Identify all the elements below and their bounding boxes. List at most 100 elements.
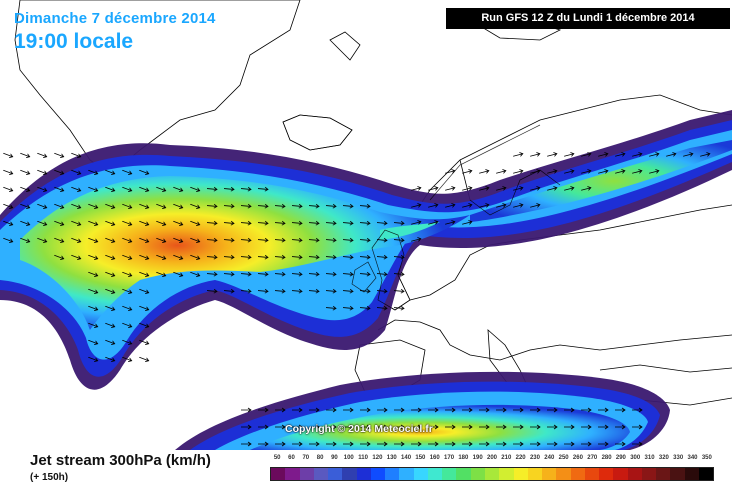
legend-tick-label: 70 xyxy=(302,455,310,461)
wind-arrow xyxy=(54,203,65,209)
legend-swatch xyxy=(342,468,357,480)
wind-arrow xyxy=(496,441,507,447)
legend-tick-label: 120 xyxy=(372,455,383,461)
wind-arrow xyxy=(274,254,286,260)
wind-arrow xyxy=(564,169,575,174)
legend-tick-label: 100 xyxy=(343,455,354,461)
wind-arrow xyxy=(445,424,456,430)
wind-arrow xyxy=(105,186,116,192)
wind-arrow xyxy=(241,424,252,430)
wind-arrow xyxy=(377,424,388,430)
legend-tick-label: 240 xyxy=(544,455,555,461)
wind-arrow xyxy=(37,203,48,209)
wind-arrow xyxy=(88,305,99,311)
wind-arrow xyxy=(206,237,218,243)
wind-arrow xyxy=(37,152,48,158)
wind-arrow xyxy=(54,152,65,158)
wind-arrow xyxy=(20,152,31,158)
wind-arrow xyxy=(394,424,405,430)
legend-tick-label: 90 xyxy=(331,455,338,461)
copyright-notice: Copyright © 2014 Meteociel.fr xyxy=(285,423,433,435)
forecast-date: Dimanche 7 décembre 2014 xyxy=(14,10,216,27)
legend-swatch xyxy=(641,468,657,480)
wind-arrow xyxy=(564,441,575,447)
wind-arrow xyxy=(292,424,303,430)
wind-arrow xyxy=(581,441,592,447)
legend-tick-label: 150 xyxy=(415,455,426,461)
wind-arrow xyxy=(223,271,235,277)
wind-arrow xyxy=(462,424,473,430)
wind-arrow xyxy=(632,424,643,430)
wind-arrow xyxy=(223,220,235,226)
wind-arrow xyxy=(530,186,541,191)
wind-arrow xyxy=(325,220,337,226)
wind-arrow xyxy=(462,186,473,191)
wind-arrow xyxy=(308,237,320,243)
wind-arrow xyxy=(139,186,150,192)
wind-arrow xyxy=(462,169,473,174)
wind-arrow xyxy=(274,271,286,277)
wind-arrow xyxy=(54,254,65,260)
wind-arrow xyxy=(122,237,133,243)
wind-arrow xyxy=(342,237,354,243)
wind-arrow xyxy=(308,271,320,277)
wind-arrow xyxy=(223,288,235,294)
legend-swatch xyxy=(613,468,628,480)
lead-time: (+ 150h) xyxy=(30,472,69,483)
legend-swatch xyxy=(656,468,671,480)
wind-arrow xyxy=(598,424,609,430)
wind-arrow xyxy=(54,169,65,175)
wind-arrow xyxy=(240,220,252,226)
wind-arrow xyxy=(394,407,405,413)
wind-arrow xyxy=(411,237,422,242)
wind-arrow xyxy=(445,407,456,413)
wind-arrow xyxy=(564,424,575,430)
wind-arrow xyxy=(139,356,150,362)
wind-arrow xyxy=(20,220,31,226)
wind-arrow xyxy=(3,186,14,192)
legend-swatch xyxy=(684,468,699,480)
wind-arrow xyxy=(156,203,167,209)
wind-arrow xyxy=(258,407,269,413)
wind-arrow xyxy=(88,169,99,175)
wind-arrow xyxy=(139,169,150,175)
wind-arrow xyxy=(139,203,150,209)
wind-arrow xyxy=(325,271,337,277)
wind-arrow xyxy=(360,407,371,413)
legend-tick-label: 290 xyxy=(615,455,626,461)
wind-arrow xyxy=(156,254,167,260)
wind-arrow xyxy=(615,441,626,447)
wind-arrow xyxy=(258,441,269,447)
wind-arrow xyxy=(105,271,116,277)
wind-arrow xyxy=(377,441,388,447)
wind-arrow xyxy=(139,220,150,226)
wind-arrow xyxy=(240,186,252,192)
wind-arrow xyxy=(291,271,303,277)
wind-arrow xyxy=(223,186,235,192)
wind-arrow xyxy=(564,186,575,191)
wind-arrow xyxy=(308,203,320,209)
legend-swatch xyxy=(370,468,386,480)
wind-arrow xyxy=(615,169,626,174)
wind-arrow xyxy=(3,152,14,158)
wind-arrow xyxy=(632,441,643,447)
wind-arrow xyxy=(54,186,65,192)
wind-arrow xyxy=(240,271,252,277)
legend-swatch xyxy=(271,468,286,480)
wind-arrow xyxy=(360,424,371,430)
wind-arrow xyxy=(139,339,150,345)
wind-arrow xyxy=(308,254,320,260)
legend-swatch xyxy=(399,468,414,480)
wind-arrow xyxy=(206,203,218,209)
wind-arrow xyxy=(122,305,133,311)
wind-arrow xyxy=(292,441,303,447)
wind-arrow xyxy=(360,441,371,447)
wind-arrow xyxy=(683,152,694,157)
legend-swatch xyxy=(442,468,457,480)
wind-arrow xyxy=(257,288,269,294)
legend-swatch xyxy=(385,468,400,480)
legend-swatch xyxy=(285,468,300,480)
legend-swatch xyxy=(513,468,528,480)
wind-arrow xyxy=(173,203,184,209)
wind-arrow xyxy=(496,424,507,430)
